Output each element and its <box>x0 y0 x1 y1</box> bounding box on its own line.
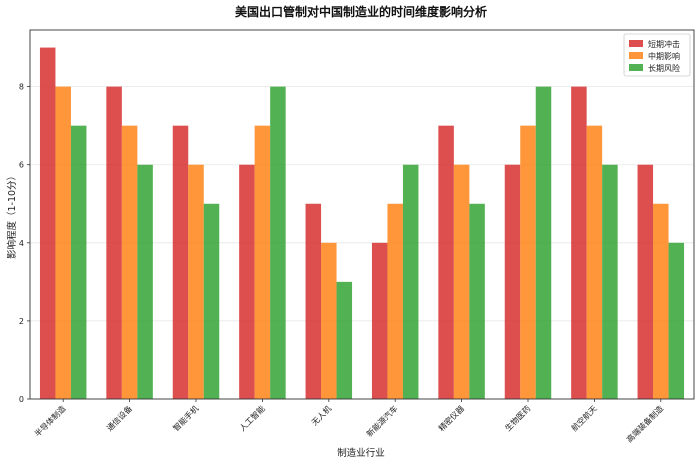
bar-1-7 <box>438 125 454 400</box>
bar-3-5 <box>336 281 353 399</box>
bar-2-4 <box>254 125 271 400</box>
bar-2-10 <box>653 203 669 399</box>
bar-1-9 <box>571 86 587 399</box>
bar-3-2 <box>137 164 153 399</box>
x-tick-label: 高端装备制造 <box>624 403 665 444</box>
y-tick-label: 0 <box>19 395 24 404</box>
x-tick-label: 通信设备 <box>104 403 134 433</box>
x-tick-label: 生物医药 <box>503 403 533 433</box>
bar-2-9 <box>586 125 603 400</box>
bar-3-10 <box>668 242 685 399</box>
bar-2-5 <box>321 242 337 399</box>
bar-3-4 <box>270 86 286 399</box>
legend-swatch-2 <box>629 52 643 59</box>
bars-layer <box>39 47 685 400</box>
x-tick-label: 人工智能 <box>237 403 267 433</box>
x-tick-label: 新能源汽车 <box>364 403 399 438</box>
bar-1-10 <box>637 164 654 399</box>
legend-label-1: 短期冲击 <box>648 39 680 49</box>
x-tick-label: 智能手机 <box>171 403 201 433</box>
bar-2-2 <box>121 125 138 400</box>
bar-1-2 <box>106 86 122 399</box>
x-axis-label: 制造业行业 <box>337 447 385 459</box>
bar-2-7 <box>453 164 470 399</box>
bar-2-3 <box>188 164 204 399</box>
y-tick-label: 6 <box>19 161 24 170</box>
x-tick-label: 半导体制造 <box>32 403 67 438</box>
bar-3-7 <box>469 203 485 399</box>
bar-3-3 <box>203 203 220 399</box>
legend-swatch-1 <box>629 40 643 47</box>
y-tick-label: 2 <box>19 317 24 326</box>
bar-1-6 <box>371 242 388 399</box>
legend-label-2: 中期影响 <box>648 51 680 61</box>
legend-label-3: 长期风险 <box>648 63 680 73</box>
legend-swatch-3 <box>629 64 643 71</box>
x-tick-label: 无人机 <box>309 403 333 427</box>
x-tick-label: 航空航天 <box>569 403 599 433</box>
axes-layer <box>29 29 695 400</box>
bar-3-6 <box>402 164 419 399</box>
chart-title: 美国出口管制对中国制造业的时间维度影响分析 <box>235 4 487 19</box>
bar-1-1 <box>39 47 56 399</box>
bar-1-8 <box>504 164 521 399</box>
bar-1-3 <box>172 125 189 400</box>
bar-3-1 <box>70 125 87 400</box>
bar-3-8 <box>535 86 552 399</box>
bar-3-9 <box>602 164 618 399</box>
x-tick-label: 精密仪器 <box>436 403 466 433</box>
bar-2-1 <box>55 86 71 399</box>
y-tick-label: 8 <box>19 83 24 92</box>
bar-2-8 <box>520 125 536 400</box>
bar-2-6 <box>387 203 403 399</box>
bar-1-5 <box>305 203 322 399</box>
y-tick-label: 4 <box>19 239 24 248</box>
plot-frame <box>29 29 695 400</box>
bar-1-4 <box>239 164 255 399</box>
y-axis-label: 影响程度（1-10分） <box>6 171 18 259</box>
